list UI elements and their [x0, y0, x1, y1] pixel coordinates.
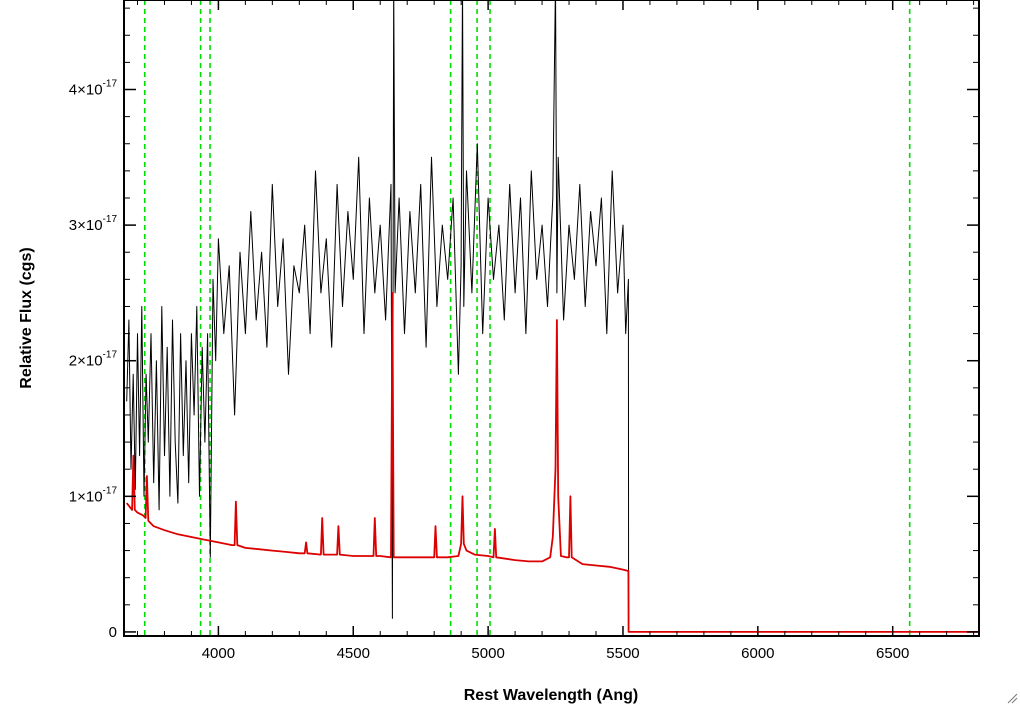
emission-line-markers: [143, 0, 911, 636]
series-line-1: [125, 291, 979, 633]
x-tick-label-0: 4000: [202, 645, 235, 662]
spectrum-series: [125, 0, 979, 633]
y-tick-label-1: 1×10-17: [69, 485, 118, 505]
y-tick-label-4: 4×10-17: [69, 79, 118, 99]
y-axis-ticks: 0 1×10-17 2×10-17 3×10-17 4×10-17: [69, 7, 979, 641]
x-tick-label-5: 6500: [876, 645, 909, 662]
x-tick-label-3: 5500: [606, 645, 639, 662]
x-tick-label-4: 6000: [741, 645, 774, 662]
plot-frame: [123, 0, 980, 637]
y-tick-label-0: 0: [109, 624, 117, 641]
series-line-0: [126, 0, 979, 633]
x-axis-title: Rest Wavelength (Ang): [464, 687, 639, 704]
y-tick-label-3: 3×10-17: [69, 214, 118, 234]
y-axis-title: Relative Flux (cgs): [18, 247, 35, 388]
resize-grip-icon[interactable]: [1006, 692, 1018, 704]
x-axis-ticks: 4000 4500 5000 5500 6000 6500: [136, 0, 975, 662]
x-tick-label-1: 4500: [337, 645, 370, 662]
y-tick-label-2: 2×10-17: [69, 350, 118, 370]
x-tick-label-2: 5000: [471, 645, 504, 662]
